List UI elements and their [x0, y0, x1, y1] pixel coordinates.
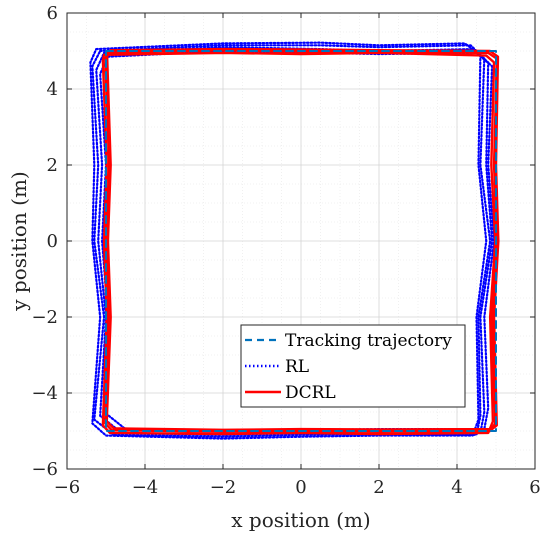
x-tick-label: 6 [529, 477, 540, 498]
y-tick-label: 2 [47, 155, 58, 176]
series-dcrl-line-2 [105, 47, 500, 432]
ticks [66, 12, 536, 470]
series-rl-line-3 [89, 41, 488, 440]
y-tick-label: −6 [31, 459, 58, 480]
x-tick-label: −6 [54, 477, 81, 498]
series-dcrl-line-1 [101, 51, 497, 436]
x-tick-label: −2 [210, 477, 237, 498]
y-axis-label: y position (m) [7, 171, 31, 311]
y-tick-label: 6 [47, 3, 58, 24]
x-tick-label: 4 [451, 477, 462, 498]
legend: Tracking trajectory RL DCRL [240, 324, 466, 408]
y-tick-label: −2 [31, 307, 58, 328]
x-tick-label: 2 [373, 477, 384, 498]
series-layer [89, 41, 500, 440]
y-tick-label: 4 [47, 79, 58, 100]
series-rl-line-1 [91, 44, 492, 438]
x-tick-label: −4 [132, 477, 159, 498]
series-tracking-trajectory-line-0 [105, 50, 497, 432]
x-tick-label: 0 [295, 477, 306, 498]
y-tick-label: −4 [31, 383, 58, 404]
legend-label-rl: RL [285, 357, 309, 377]
legend-label-dcrl: DCRL [285, 383, 336, 403]
x-tick-labels: −6 −4 −2 0 2 4 6 [54, 477, 541, 498]
y-tick-labels: −6 −4 −2 0 2 4 6 [31, 3, 58, 480]
legend-label-tracking: Tracking trajectory [285, 331, 452, 351]
y-tick-label: 0 [47, 231, 58, 252]
x-axis-label: x position (m) [231, 508, 370, 532]
